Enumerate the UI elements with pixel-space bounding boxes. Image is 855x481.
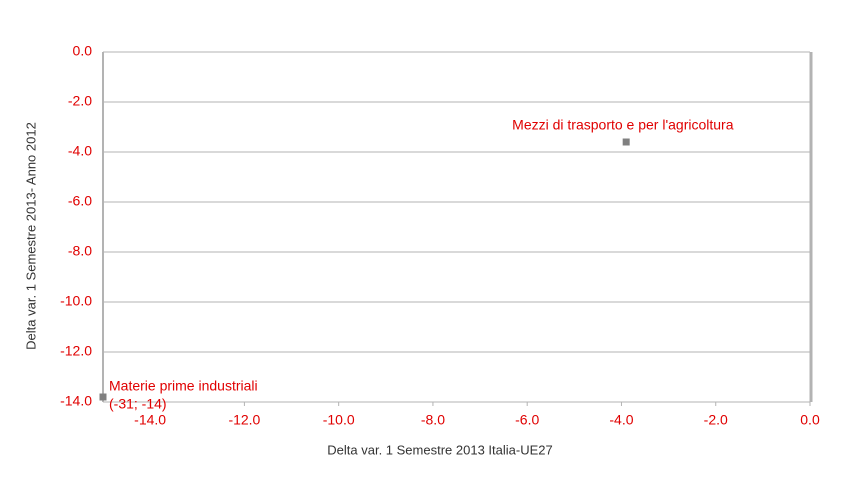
x-tick-label: -4.0 — [609, 412, 633, 428]
point-note: (-31; -14) — [109, 396, 167, 412]
y-tick-label: -6.0 — [68, 193, 92, 209]
point — [99, 393, 107, 401]
x-tick-label: 0.0 — [800, 412, 820, 428]
y-tick-label: -12.0 — [60, 343, 92, 359]
x-tick-label: -8.0 — [421, 412, 445, 428]
x-tick-label: -6.0 — [515, 412, 539, 428]
point-label: Materie prime industriali — [109, 378, 258, 394]
y-tick-label: -2.0 — [68, 93, 92, 109]
x-tick-label: -10.0 — [323, 412, 355, 428]
point — [622, 138, 630, 146]
x-axis-title: Delta var. 1 Semestre 2013 Italia-UE27 — [327, 442, 552, 457]
y-tick-label: -14.0 — [60, 393, 92, 409]
x-tick-label: -2.0 — [704, 412, 728, 428]
y-tick-label: -10.0 — [60, 293, 92, 309]
y-tick-label: -8.0 — [68, 243, 92, 259]
y-tick-label: -4.0 — [68, 143, 92, 159]
point-label: Mezzi di trasporto e per l'agricoltura — [512, 117, 734, 133]
y-axis-title: Delta var. 1 Semestre 2013- Anno 2012 — [23, 122, 38, 350]
y-tick-label: 0.0 — [73, 43, 93, 59]
x-tick-label: -12.0 — [228, 412, 260, 428]
x-tick-label: -14.0 — [134, 412, 166, 428]
